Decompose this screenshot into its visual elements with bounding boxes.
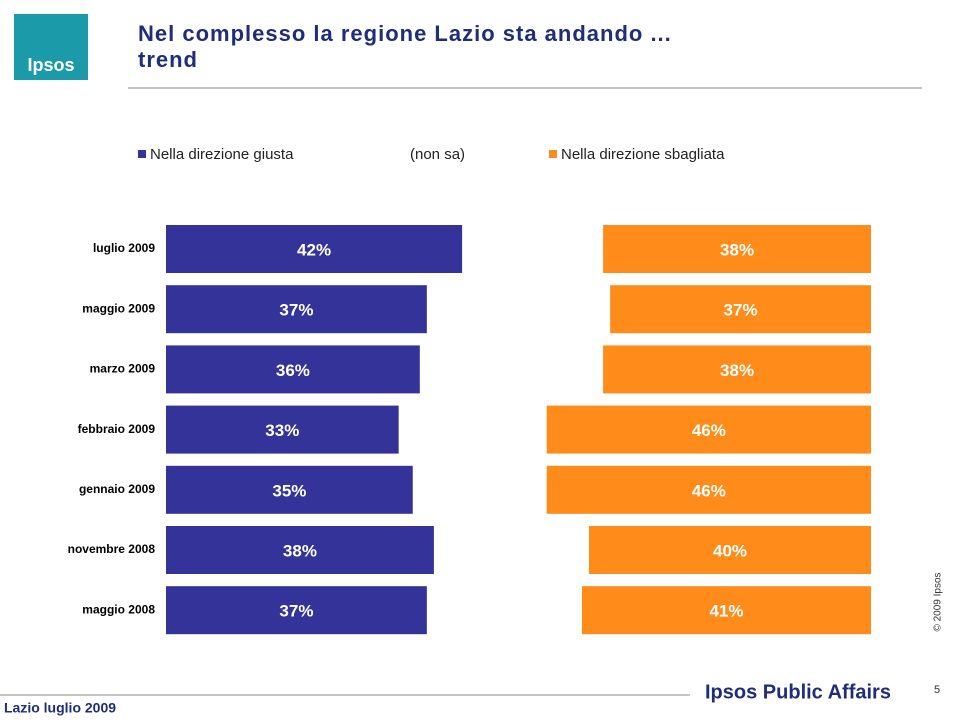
bar [399, 406, 547, 454]
bar [462, 225, 603, 273]
bar [546, 405, 871, 454]
bar [603, 345, 871, 394]
bar [427, 586, 582, 634]
chart-subtitle: trend [138, 47, 198, 72]
bar [589, 526, 871, 574]
footer-left: Lazio luglio 2009 [4, 700, 116, 716]
bar [546, 465, 871, 514]
category-label: gennaio 2009 [79, 482, 155, 496]
logo-box [14, 14, 88, 80]
value-label: 37% [724, 301, 758, 320]
bar [166, 465, 413, 514]
legend-label: Nella direzione sbagliata [561, 146, 725, 163]
bar [166, 345, 420, 394]
category-label: luglio 2009 [93, 241, 155, 255]
bar [166, 405, 399, 454]
bar [420, 345, 603, 393]
value-label: 33% [265, 421, 299, 440]
value-label: 40% [713, 541, 747, 560]
logo: Ipsos [27, 55, 74, 75]
bar [413, 466, 547, 514]
page-number: 5 [934, 684, 940, 696]
legend-label: (non sa) [410, 146, 465, 163]
bar [166, 586, 427, 635]
bar [166, 526, 434, 574]
value-label: 35% [272, 481, 306, 500]
legend-label: Nella direzione giusta [150, 146, 294, 163]
chart-title: Nel complesso la regione Lazio sta andan… [138, 21, 672, 46]
value-label: 36% [276, 361, 310, 380]
legend-swatch [549, 150, 557, 158]
bar [610, 285, 871, 334]
bar [434, 526, 589, 574]
legend-swatch [138, 150, 146, 158]
bar [603, 225, 871, 273]
value-label: 38% [720, 240, 754, 259]
bar [166, 225, 463, 273]
footer-brand: Ipsos Public Affairs [705, 681, 891, 703]
value-label: 38% [283, 541, 317, 560]
value-label: 37% [279, 602, 313, 621]
value-label: 38% [720, 361, 754, 380]
category-label: maggio 2008 [82, 602, 155, 616]
category-label: maggio 2009 [82, 301, 155, 315]
bar [427, 285, 610, 333]
copyright: © 2009 Ipsos [933, 572, 944, 631]
value-label: 46% [692, 481, 726, 500]
bar [166, 285, 427, 334]
value-label: 37% [279, 301, 313, 320]
category-label: marzo 2009 [90, 362, 156, 376]
value-label: 46% [692, 421, 726, 440]
bar [581, 586, 871, 635]
category-label: novembre 2008 [68, 542, 156, 556]
value-label: 42% [297, 240, 331, 259]
category-label: febbraio 2009 [78, 422, 156, 436]
value-label: 41% [709, 602, 743, 621]
